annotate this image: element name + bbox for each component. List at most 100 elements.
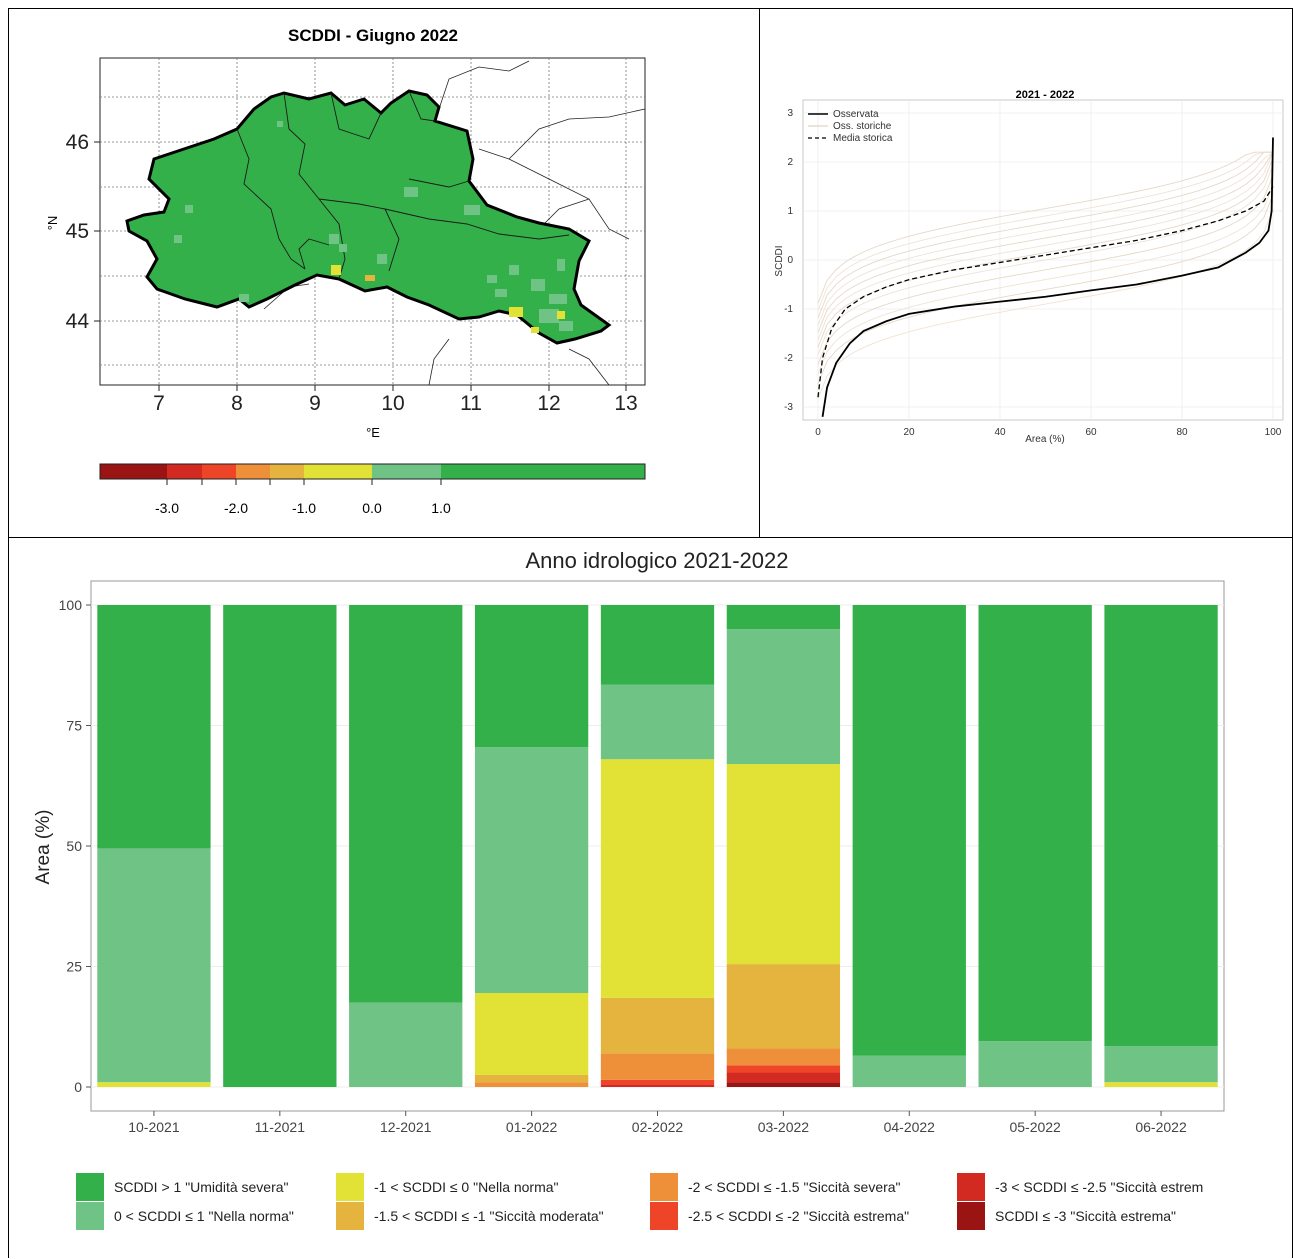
- legend-mean-label: Media storica: [833, 133, 893, 144]
- curve-panel: 2021 - 2022 Osservata Oss. storiche Medi…: [759, 8, 1293, 538]
- curve-legend: Osservata Oss. storiche Media storica: [808, 109, 893, 144]
- bar-segment: [600, 1084, 715, 1087]
- map-x-tick: 13: [614, 392, 637, 415]
- legend-label: -2.5 < SCDDI ≤ -2 "Siccità estrema": [688, 1208, 909, 1224]
- bar-segment: [978, 1041, 1092, 1087]
- curve-y-tick: -2: [784, 353, 793, 364]
- map-x-tick: 9: [309, 392, 321, 415]
- bar-segment: [726, 1082, 841, 1087]
- bar-segment: [97, 605, 211, 849]
- historical-curve: [817, 151, 1273, 311]
- bar-x-tick-labels: 10-2021 11-2021 12-2021 01-2022 02-2022 03-20…: [128, 1111, 1187, 1135]
- bar-segment: [474, 605, 589, 748]
- bar-chart-title: Anno idrologico 2021-2022: [526, 548, 789, 573]
- bar-segment: [600, 605, 715, 685]
- colorbar-segment: [236, 464, 270, 479]
- bar-y-axis-label: Area (%): [33, 810, 54, 885]
- mean-historical-line: [817, 186, 1274, 398]
- legend-swatch: [957, 1173, 985, 1201]
- bar-x-tick: 12-2021: [380, 1119, 432, 1135]
- historical-curve: [817, 194, 1274, 385]
- legend-label: -2 < SCDDI ≤ -1.5 "Siccità severa": [688, 1179, 901, 1195]
- historical-curve: [817, 175, 1274, 365]
- colorbar-tick: -3.0: [155, 500, 179, 516]
- historical-curve: [817, 152, 1274, 341]
- bar-segment: [726, 629, 841, 765]
- bar-segment: [726, 1072, 841, 1083]
- curve-x-tick: 40: [994, 427, 1006, 438]
- curve-y-tick: 0: [787, 255, 793, 266]
- bar-segment: [852, 1055, 966, 1087]
- legend-swatch: [336, 1173, 364, 1201]
- bar-segment: [852, 605, 966, 1056]
- map-y-tick: 45: [66, 220, 89, 243]
- bar-x-tick: 05-2022: [1009, 1119, 1061, 1135]
- bar-segment: [726, 1048, 841, 1066]
- curve-x-tick: 80: [1176, 427, 1188, 438]
- historical-curve: [817, 184, 1274, 375]
- colorbar-tick: 0.0: [362, 500, 382, 516]
- bar-segment: [349, 605, 463, 1003]
- colorbar-tick-labels: -3.0 -2.0 -1.0 0.0 1.0: [155, 500, 451, 516]
- curve-y-tick: 3: [787, 108, 793, 119]
- historical-curve: [817, 151, 1274, 333]
- curve-x-tick: 0: [815, 427, 821, 438]
- map-y-tick: 46: [66, 131, 89, 154]
- colorbar-segment: [100, 464, 167, 479]
- map-y-tick-labels: 46 45 44: [66, 131, 90, 333]
- curve-series-lines: [817, 137, 1274, 417]
- map-x-tick: 10: [381, 392, 404, 415]
- bar-segment: [1104, 605, 1218, 1047]
- bar-segment: [1104, 1046, 1218, 1083]
- bar-segment: [600, 1053, 715, 1080]
- colorbar-segment: [372, 464, 441, 479]
- map-colorbar: [100, 464, 645, 485]
- legend-label: -1.5 < SCDDI ≤ -1 "Siccità moderata": [374, 1208, 604, 1224]
- legend-label: -1 < SCDDI ≤ 0 "Nella norma": [374, 1179, 559, 1195]
- curve-y-tick: -3: [784, 402, 793, 413]
- curve-y-tick-labels: 3 2 1 0 -1 -2 -3: [784, 108, 793, 413]
- curve-x-tick: 20: [903, 427, 915, 438]
- legend-label: SCDDI > 1 "Umidità severa": [114, 1179, 289, 1195]
- map-x-tick: 8: [231, 392, 243, 415]
- curve-title: 2021 - 2022: [1016, 89, 1075, 101]
- bar-segment: [474, 993, 589, 1075]
- bar-x-tick: 04-2022: [884, 1119, 936, 1135]
- bar-x-tick: 02-2022: [632, 1119, 684, 1135]
- bar-y-tick: 75: [66, 718, 82, 734]
- map-axis-ticks: [94, 141, 627, 391]
- legend-swatch: [650, 1173, 678, 1201]
- bar-stacks: [97, 605, 1218, 1087]
- stacked-bar-chart: Anno idrologico 2021-2022 0 25 50 75 100 10-…: [33, 548, 1225, 1230]
- legend-label: 0 < SCDDI ≤ 1 "Nella norma": [114, 1208, 294, 1224]
- bar-segment: [600, 684, 715, 760]
- colorbar-segment: [441, 464, 645, 479]
- bar-x-tick: 01-2022: [506, 1119, 558, 1135]
- historical-curve: [817, 151, 1273, 304]
- legend-label: -3 < SCDDI ≤ -2.5 "Siccità estrem: [995, 1179, 1203, 1195]
- historical-curve: [817, 165, 1274, 355]
- bar-segment: [726, 764, 841, 965]
- curve-x-tick-labels: 0 20 40 60 80 100: [815, 427, 1282, 438]
- bar-segment: [97, 1082, 211, 1087]
- bar-y-tick-labels: 0 25 50 75 100: [59, 597, 91, 1095]
- bar-x-tick: 06-2022: [1135, 1119, 1187, 1135]
- legend-swatch: [76, 1173, 104, 1201]
- curve-x-axis-label: Area (%): [1025, 434, 1064, 445]
- bar-x-tick: 11-2021: [255, 1119, 306, 1135]
- map-x-tick-labels: 7 8 9 10 11 12 13: [153, 392, 638, 415]
- map-x-axis-label: °E: [366, 425, 380, 440]
- bar-x-tick: 03-2022: [758, 1119, 810, 1135]
- legend-observed-label: Osservata: [833, 109, 879, 120]
- curve-y-tick: -1: [784, 304, 793, 315]
- legend-swatch: [650, 1202, 678, 1230]
- curve-x-tick: 60: [1085, 427, 1097, 438]
- map-x-tick: 11: [460, 392, 482, 415]
- duration-curve-chart: 2021 - 2022 Osservata Oss. storiche Medi…: [774, 89, 1284, 445]
- bar-segment: [978, 605, 1092, 1042]
- colorbar-segment: [167, 464, 202, 479]
- curve-y-axis-label: SCDDI: [774, 245, 785, 276]
- bar-segment: [726, 1065, 841, 1073]
- colorbar-tick: -1.0: [292, 500, 316, 516]
- curve-x-tick: 100: [1265, 427, 1282, 438]
